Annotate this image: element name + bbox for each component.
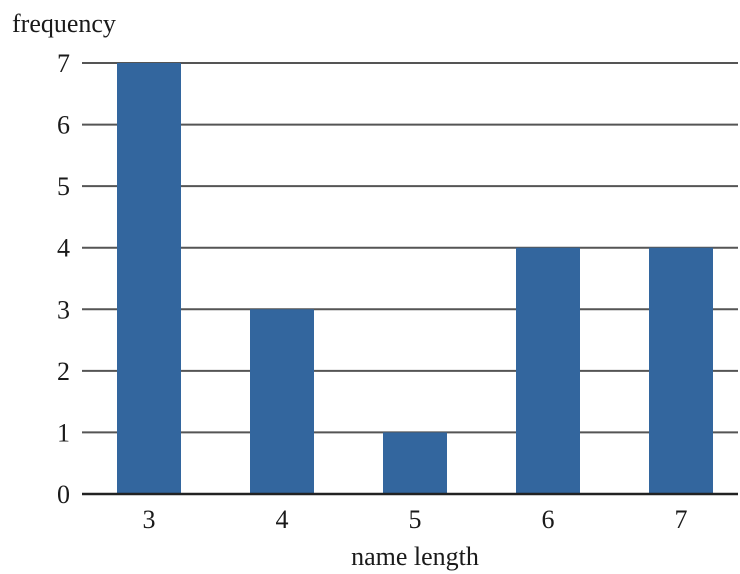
y-tick-label: 6 bbox=[57, 111, 70, 140]
y-tick-label: 1 bbox=[57, 418, 70, 447]
bar-3 bbox=[117, 63, 181, 494]
y-tick-label: 4 bbox=[57, 234, 70, 263]
y-tick-label: 2 bbox=[57, 357, 70, 386]
y-tick-label: 7 bbox=[57, 49, 70, 78]
y-tick-label: 3 bbox=[57, 295, 70, 324]
bar-5 bbox=[383, 432, 447, 494]
x-tick-labels: 3 4 5 6 7 bbox=[143, 505, 688, 534]
bar-7 bbox=[649, 247, 713, 494]
bar-4 bbox=[250, 309, 314, 494]
y-tick-label: 5 bbox=[57, 172, 70, 201]
y-tick-label: 0 bbox=[57, 480, 70, 509]
x-tick-label: 5 bbox=[409, 505, 422, 534]
x-tick-label: 6 bbox=[542, 505, 555, 534]
bars bbox=[117, 63, 713, 494]
x-tick-label: 4 bbox=[276, 505, 289, 534]
y-axis-label: frequency bbox=[12, 9, 116, 38]
bar-6 bbox=[516, 247, 580, 494]
x-axis-label: name length bbox=[351, 542, 479, 571]
y-tick-labels: 0 1 2 3 4 5 6 7 bbox=[57, 49, 70, 509]
gridlines bbox=[82, 62, 738, 434]
x-tick-label: 7 bbox=[675, 505, 688, 534]
x-tick-label: 3 bbox=[143, 505, 156, 534]
